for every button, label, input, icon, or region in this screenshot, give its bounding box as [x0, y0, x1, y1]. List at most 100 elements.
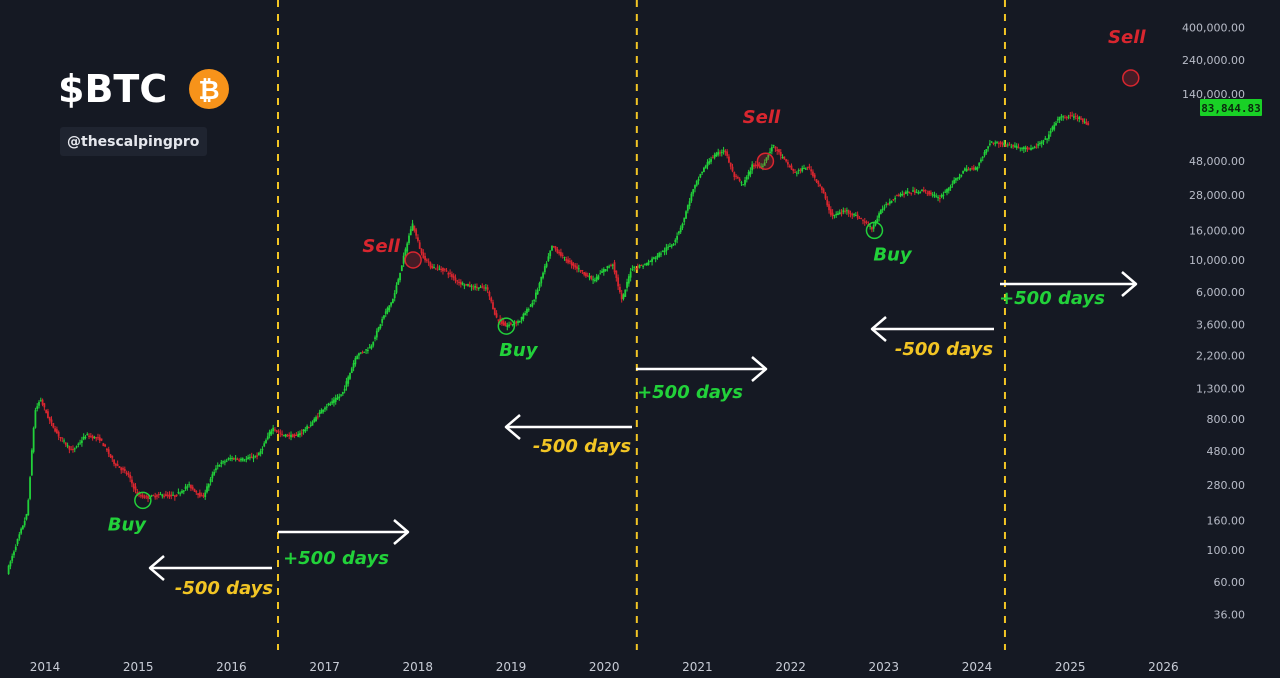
candle-body: [897, 195, 900, 197]
candle-body: [1080, 118, 1082, 120]
candle-body: [608, 266, 611, 268]
candle-body: [703, 167, 705, 173]
candle-body: [981, 156, 984, 158]
candle-body: [551, 245, 553, 251]
candle-body: [86, 434, 89, 436]
candle-body: [222, 461, 225, 463]
candle-body: [190, 484, 192, 489]
candle-body: [756, 165, 759, 167]
candle-body: [488, 292, 491, 297]
candle-body: [946, 189, 948, 193]
candle-body: [497, 319, 500, 321]
candle-body: [447, 273, 450, 275]
candle-body: [372, 341, 375, 346]
candle-body: [316, 416, 319, 418]
candle-body: [68, 446, 71, 450]
candle-body: [1017, 147, 1020, 149]
candle-body: [795, 172, 798, 174]
candle-body: [629, 271, 632, 278]
candle-body: [11, 556, 14, 561]
candle-body: [822, 189, 825, 194]
candle-body: [39, 400, 42, 402]
candle-body: [7, 565, 10, 575]
x-tick-label: 2016: [216, 660, 247, 674]
candle-body: [406, 243, 409, 252]
candle-body: [492, 302, 494, 310]
candle-body: [540, 276, 543, 284]
candle-body: [508, 324, 510, 326]
candle-body: [265, 440, 267, 444]
candle-body: [202, 495, 205, 497]
plus-500-days-label: +500 days: [637, 382, 743, 403]
candle-body: [459, 281, 462, 285]
candle-body: [878, 213, 880, 218]
candle-body: [545, 263, 548, 267]
candle-body: [853, 214, 855, 216]
candle-body: [615, 270, 618, 278]
candle-body: [361, 352, 364, 354]
candle-body: [711, 157, 714, 159]
candle-body: [1042, 140, 1045, 142]
y-tick-label: 60.00: [1214, 576, 1246, 589]
candle-body: [177, 492, 180, 494]
candle-body: [683, 217, 686, 223]
candle-body: [1026, 147, 1029, 150]
candle-body: [506, 325, 509, 327]
candle-body: [568, 260, 571, 262]
candle-body: [1081, 118, 1084, 122]
candle-body: [327, 403, 330, 406]
candle-body: [837, 213, 839, 216]
candle-body: [29, 477, 31, 499]
candle-body: [849, 213, 852, 215]
candle-body: [145, 495, 148, 497]
candle-body: [172, 494, 174, 496]
candle-body: [652, 257, 655, 259]
candle-body: [779, 152, 782, 157]
x-tick-label: 2026: [1148, 660, 1179, 674]
candle-body: [638, 265, 641, 268]
candle-body: [534, 292, 537, 299]
candle-body: [420, 248, 423, 254]
candle-body: [888, 201, 891, 204]
candle-body: [1047, 134, 1050, 139]
candle-body: [770, 147, 773, 152]
candle-body: [515, 321, 518, 324]
candle-body: [790, 165, 793, 170]
candle-body: [392, 298, 394, 304]
candle-body: [295, 434, 298, 436]
candle-body: [377, 327, 380, 331]
candle-body: [862, 219, 864, 221]
candle-body: [366, 349, 369, 352]
candle-body: [449, 272, 452, 274]
candle-body: [397, 279, 400, 285]
candle-body: [606, 266, 609, 269]
candle-body: [438, 268, 441, 270]
candle-body: [688, 201, 691, 207]
sell-marker-circle: [404, 251, 422, 269]
candle-body: [1076, 117, 1079, 119]
candle-body: [481, 286, 484, 288]
candle-body: [577, 268, 580, 270]
candle-body: [91, 435, 94, 439]
y-tick-label: 28,000.00: [1189, 189, 1245, 202]
candle-body: [620, 293, 623, 300]
minus-500-days-label: -500 days: [533, 436, 632, 457]
candle-body: [724, 150, 727, 153]
candle-body: [846, 210, 848, 212]
candle-body: [1078, 116, 1081, 119]
candle-body: [422, 252, 425, 258]
candle-body: [104, 444, 107, 447]
candle-body: [409, 229, 412, 236]
candle-body: [960, 174, 963, 177]
candle-body: [436, 266, 439, 268]
candle-body: [869, 225, 872, 227]
y-tick-label: 160.00: [1207, 514, 1246, 527]
candle-body: [763, 162, 766, 166]
y-tick-label: 480.00: [1207, 445, 1246, 458]
signal-markers: Sell Buy Buy Sell Buy Sell: [108, 27, 1147, 535]
candle-body: [259, 450, 262, 454]
candle-body: [173, 495, 176, 498]
candle-body: [994, 142, 997, 144]
candle-body: [220, 462, 223, 465]
